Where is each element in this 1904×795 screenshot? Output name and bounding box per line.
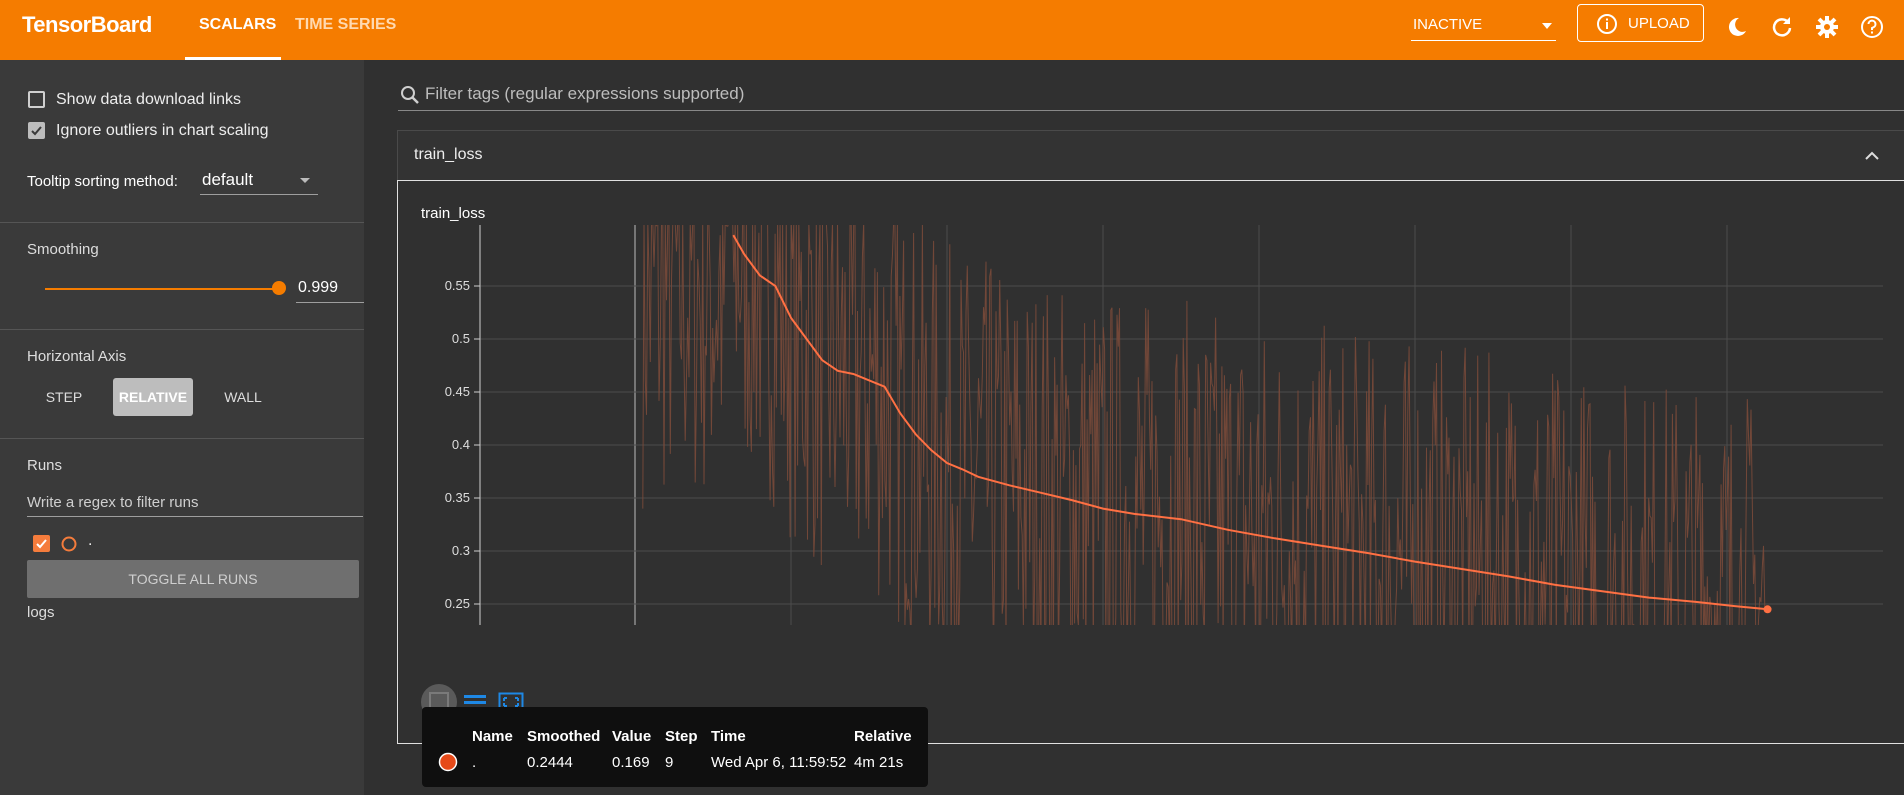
run-name: . <box>88 532 93 549</box>
axis-relative-button[interactable]: RELATIVE <box>113 378 193 416</box>
show-download-links-checkbox[interactable] <box>28 91 45 108</box>
active-tab-indicator <box>185 57 281 60</box>
horizontal-axis-label: Horizontal Axis <box>27 348 127 365</box>
help-icon[interactable] <box>1859 14 1885 40</box>
chevron-down-icon <box>1542 23 1552 29</box>
run-checkbox[interactable] <box>33 535 50 552</box>
y-tick-label: 0.55 <box>445 278 470 293</box>
smoothing-input[interactable]: 0.999 <box>296 276 364 303</box>
sidebar-divider <box>0 222 364 223</box>
tooltip-row-time: Wed Apr 6, 11:59:52 <box>711 754 847 771</box>
show-download-links-label: Show data download links <box>56 91 242 108</box>
tooltip-row-name: . <box>472 754 477 771</box>
y-tick-label: 0.25 <box>445 596 470 611</box>
top-app-bar: TensorBoard SCALARS TIME SERIES INACTIVE… <box>0 0 1904 60</box>
toggle-all-runs-button[interactable]: TOGGLE ALL RUNS <box>27 560 359 598</box>
tag-filter-placeholder: Filter tags (regular expressions support… <box>425 84 745 103</box>
logs-label: logs <box>27 604 55 621</box>
check-icon <box>31 126 42 136</box>
train-loss-chart[interactable]: 00.010.020.030.040.050.060.070.250.30.35… <box>395 225 1904 625</box>
tooltip-row-relative: 4m 21s <box>854 754 904 771</box>
tooltip-row-step: 9 <box>665 754 674 771</box>
upload-button[interactable]: UPLOAD <box>1577 4 1704 42</box>
tooltip-row-smoothed: 0.2444 <box>527 754 573 771</box>
ignore-outliers-checkbox[interactable] <box>28 122 45 139</box>
ignore-outliers-label: Ignore outliers in chart scaling <box>56 122 269 139</box>
tooltip-row-value: 0.169 <box>612 754 650 771</box>
tooltip-header-value: Value <box>612 728 652 745</box>
raw-series-line <box>642 225 1766 625</box>
reload-status-value: INACTIVE <box>1413 16 1483 33</box>
info-icon <box>1597 14 1617 34</box>
chart-title: train_loss <box>421 205 486 222</box>
smoothing-slider-thumb[interactable] <box>272 281 286 295</box>
series-end-point <box>1763 605 1772 614</box>
y-tick-label: 0.3 <box>452 543 470 558</box>
chevron-down-icon <box>300 178 310 183</box>
smoothing-slider-track[interactable] <box>45 288 279 290</box>
y-tick-label: 0.35 <box>445 490 470 505</box>
tooltip-sorting-label: Tooltip sorting method: <box>27 173 178 190</box>
app-title: TensorBoard <box>22 12 152 37</box>
tooltip-sorting-value: default <box>202 170 254 189</box>
tooltip-header-time: Time <box>711 728 746 745</box>
tab-scalars[interactable]: SCALARS <box>199 16 277 33</box>
upload-label: UPLOAD <box>1628 15 1690 32</box>
tooltip-header-name: Name <box>472 728 513 745</box>
search-icon <box>401 86 419 104</box>
run-color-icon[interactable] <box>61 536 77 552</box>
runs-filter-placeholder: Write a regex to filter runs <box>27 494 199 511</box>
sidebar-divider <box>0 438 364 439</box>
tab-time-series[interactable]: TIME SERIES <box>295 16 397 33</box>
check-icon <box>36 539 47 549</box>
tooltip-header-step: Step <box>665 728 698 745</box>
card-group-title: train_loss <box>414 146 483 163</box>
runs-label: Runs <box>27 457 63 474</box>
smoothed-series-line <box>732 234 1768 611</box>
reload-status-select[interactable]: INACTIVE <box>1411 14 1556 41</box>
sidebar-divider <box>0 329 364 330</box>
tooltip-header-smoothed: Smoothed <box>527 728 601 745</box>
card-group-header[interactable]: train_loss <box>397 130 1904 181</box>
tag-filter-input[interactable]: Filter tags (regular expressions support… <box>398 82 1904 111</box>
y-tick-label: 0.45 <box>445 384 470 399</box>
settings-icon[interactable] <box>1814 14 1840 40</box>
y-tick-label: 0.4 <box>452 437 470 452</box>
axis-wall-button[interactable]: WALL <box>224 389 262 405</box>
y-tick-label: 0.5 <box>452 331 470 346</box>
tooltip-header-relative: Relative <box>854 728 912 745</box>
smoothing-value: 0.999 <box>298 279 339 296</box>
runs-filter-input[interactable]: Write a regex to filter runs <box>27 492 363 517</box>
tooltip-sorting-select[interactable]: default <box>200 168 318 195</box>
smoothing-label: Smoothing <box>27 241 99 258</box>
chart-tooltip: Name Smoothed Value Step Time Relative .… <box>422 707 928 787</box>
refresh-icon[interactable] <box>1769 14 1795 40</box>
run-color-icon <box>438 752 458 772</box>
dark-mode-icon[interactable] <box>1724 14 1750 40</box>
axis-step-button[interactable]: STEP <box>45 389 83 405</box>
chevron-up-icon[interactable] <box>1864 151 1880 161</box>
